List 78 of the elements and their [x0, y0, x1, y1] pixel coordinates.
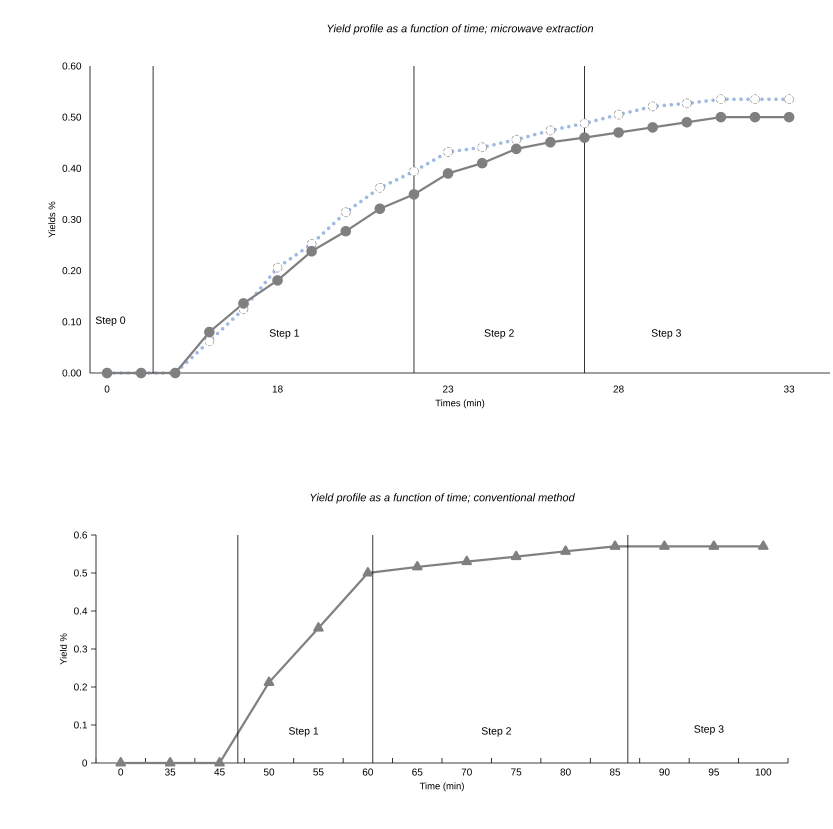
point [442, 168, 454, 179]
point [659, 540, 670, 550]
x-tick-label: 0 [104, 386, 110, 393]
annotation: Step 2 [482, 727, 511, 737]
point [461, 556, 472, 566]
point [510, 144, 522, 154]
point [272, 275, 283, 286]
y-tick-label: 0.10 [62, 318, 82, 326]
point [610, 540, 620, 550]
y-axis-title: Yields % [48, 202, 56, 238]
point [560, 545, 571, 555]
point [238, 298, 249, 309]
annotation: Step 2 [484, 329, 514, 339]
chart-title: Yield profile as a function of time; conventional method [310, 493, 575, 504]
point [476, 158, 488, 169]
point [613, 127, 624, 138]
y-tick-label: 0.1 [74, 721, 87, 729]
y-tick-label: 0.60 [62, 62, 82, 70]
x-tick-label: 45 [214, 768, 225, 776]
x-tick-label: 100 [756, 768, 772, 776]
x-tick-label: 75 [511, 768, 522, 776]
y-tick-label: 0.6 [74, 531, 88, 539]
x-tick-label: 80 [560, 768, 571, 776]
annotation: Step 3 [652, 329, 681, 339]
y-tick-label: 0.40 [62, 164, 82, 172]
y-tick-label: 0.3 [74, 645, 88, 653]
y-tick-label: 0.50 [62, 114, 82, 121]
y-axis-title: Yield % [60, 633, 67, 665]
annotation: Step 1 [288, 727, 318, 737]
point [204, 326, 215, 338]
y-tick-label: 0.00 [62, 369, 82, 377]
x-tick-label: 35 [164, 768, 176, 776]
x-tick-label: 55 [313, 768, 324, 776]
point [313, 622, 324, 632]
x-tick-label: 70 [462, 768, 472, 776]
point [647, 122, 658, 133]
x-tick-label: 85 [610, 768, 620, 776]
point [408, 189, 420, 200]
point [708, 540, 720, 550]
point [115, 757, 126, 766]
x-tick-label: 28 [614, 386, 624, 393]
point [362, 567, 374, 576]
y-tick-label: 0.5 [74, 569, 88, 577]
y-tick-label: 0.2 [74, 683, 87, 691]
y-tick-label: 0 [82, 759, 88, 767]
x-tick-label: 60 [362, 768, 374, 776]
point [214, 757, 225, 766]
x-tick-label: 65 [412, 768, 422, 776]
point [164, 757, 176, 766]
point [784, 112, 794, 122]
x-axis-title: Times (min) [435, 399, 484, 408]
point [264, 676, 274, 686]
x-axis-title: Time (min) [420, 782, 464, 792]
point [758, 540, 769, 550]
y-tick-label: 0.20 [62, 267, 82, 274]
point [340, 226, 352, 237]
x-tick-label: 90 [659, 768, 670, 776]
point [579, 132, 590, 143]
chart-title: Yield profile as a function of time; microwave extraction [328, 24, 594, 34]
x-tick-label: 95 [708, 768, 719, 776]
x-tick-label: 18 [272, 386, 283, 393]
annotation: Step 3 [694, 725, 724, 735]
x-tick-label: 0 [118, 768, 124, 776]
annotation: Step 1 [270, 329, 299, 339]
point [374, 203, 386, 214]
point [412, 561, 423, 570]
point [306, 246, 317, 257]
x-tick-label: 23 [443, 386, 454, 393]
annotation: Step 0 [96, 316, 126, 326]
point [545, 136, 556, 148]
point [510, 550, 522, 560]
point [716, 112, 726, 122]
point [750, 112, 760, 122]
y-tick-label: 0.4 [74, 607, 88, 615]
y-tick-label: 0.30 [62, 216, 82, 224]
x-tick-label: 33 [784, 386, 794, 393]
point [681, 116, 692, 128]
x-tick-label: 50 [264, 768, 274, 776]
